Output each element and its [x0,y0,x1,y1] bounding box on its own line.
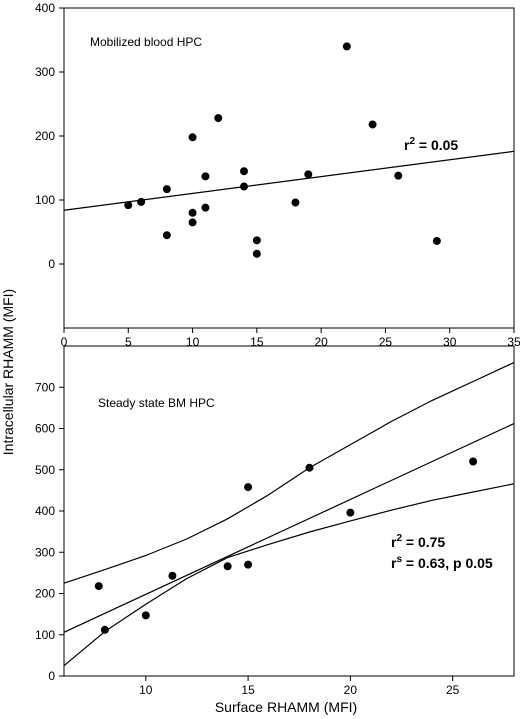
top-r-squared-stat: r2 = 0.05 [404,136,458,153]
mobilized-blood-panel: Mobilized blood HPC r2 = 0.05 0 5 10 15 20 25… [35,1,520,349]
top-data-point [214,114,223,123]
bottom-regression-line [63,423,515,633]
x-axis-title: Surface RHAMM (MFI) [215,699,357,715]
top-data-point [162,185,171,194]
top-data-point [291,198,300,207]
top-x-tick-label: 5 [125,335,132,349]
top-panel-label: Mobilized blood HPC [90,35,202,49]
top-data-point [432,236,441,245]
top-data-point [188,218,197,227]
top-x-tick-label: 0 [61,335,68,349]
top-data-point [304,170,313,179]
top-data-point [188,133,197,142]
bottom-data-point [100,625,109,634]
bottom-data-point [346,508,355,517]
top-data-point [394,171,403,180]
top-data-point [201,172,210,181]
top-scatter-points [124,42,441,258]
top-regression-line [63,150,515,211]
top-data-point [240,167,248,176]
y-axis-title: Intracellular RHAMM (MFI) [0,289,16,455]
top-y-tick-label: 100 [35,193,55,207]
top-y-tick-label: 0 [48,257,55,271]
bottom-data-point [244,560,253,569]
top-x-tick-label: 30 [443,335,457,349]
top-regression [63,150,515,211]
top-x-tick-label: 20 [314,335,328,349]
bottom-data-point [469,457,478,466]
top-data-point [252,236,261,245]
top-x-tick-label: 15 [250,335,264,349]
bottom-x-tick-label: 25 [446,683,460,697]
bottom-scatter-points [94,457,478,634]
top-x-tick-label: 10 [186,335,200,349]
top-data-point [240,182,248,191]
top-data-point [162,231,171,240]
top-data-point [124,201,133,210]
bottom-data-point [223,562,232,571]
steady-state-panel: Steady state BM HPC r2 = 0.75 rs = 0.63,… [35,345,515,697]
bottom-regression [63,361,515,667]
bottom-y-tick-label: 700 [35,380,55,394]
bottom-confidence-upper [63,361,515,584]
bottom-y-tick-label: 0 [48,669,55,683]
top-y-axis: 0 100 200 300 400 [35,1,64,271]
top-data-point [137,197,146,206]
top-data-point [252,249,261,258]
top-y-tick-label: 200 [35,129,55,143]
bottom-x-tick-label: 20 [344,683,358,697]
top-data-point [368,120,377,129]
bottom-data-point [168,571,177,580]
bottom-y-tick-label: 200 [35,587,55,601]
bottom-y-tick-label: 600 [35,422,55,436]
bottom-x-tick-label: 15 [241,683,255,697]
top-y-tick-label: 400 [35,1,55,15]
bottom-data-point [94,582,103,591]
bottom-x-tick-label: 10 [139,683,153,697]
top-data-point [201,203,210,212]
bottom-r-squared-stat: r2 = 0.75 [391,533,445,550]
bottom-data-point [305,463,314,472]
bottom-x-axis: 10 15 20 25 [139,676,460,697]
bottom-y-tick-label: 100 [35,628,55,642]
top-y-tick-label: 300 [35,65,55,79]
bottom-y-tick-label: 500 [35,463,55,477]
bottom-confidence-lower [63,483,515,667]
top-data-point [342,42,351,51]
bottom-data-point [141,611,150,620]
top-plot-frame [63,7,515,329]
bottom-y-tick-label: 300 [35,545,55,559]
bottom-data-point [244,483,253,492]
top-x-tick-label: 25 [379,335,393,349]
bottom-y-tick-label: 400 [35,504,55,518]
top-data-point [188,208,197,217]
bottom-y-axis: 0 100 200 300 400 500 600 700 [35,380,64,683]
bottom-spearman-stat: rs = 0.63, p 0.05 [391,554,493,571]
bottom-panel-label: Steady state BM HPC [98,396,215,410]
